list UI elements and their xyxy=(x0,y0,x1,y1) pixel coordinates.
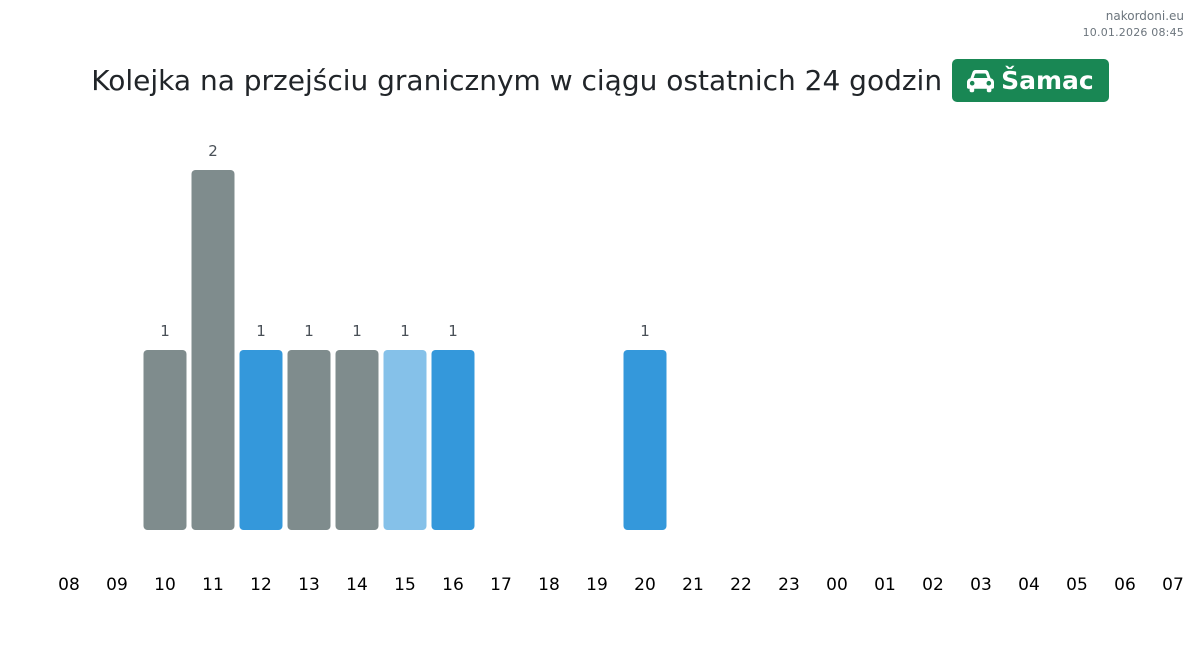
x-tick-label: 03 xyxy=(970,575,992,595)
x-tick-label: 09 xyxy=(106,575,128,595)
x-tick-label: 12 xyxy=(250,575,272,595)
x-tick-label: 16 xyxy=(442,575,464,595)
bar-20 xyxy=(623,350,667,530)
x-tick-label: 11 xyxy=(202,575,224,595)
x-tick-label: 20 xyxy=(634,575,656,595)
chart-title: Kolejka na przejściu granicznym w ciągu … xyxy=(91,64,943,97)
car-icon xyxy=(967,69,995,92)
data-label: 1 xyxy=(640,322,650,340)
data-label: 1 xyxy=(256,322,266,340)
data-label: 1 xyxy=(400,322,410,340)
x-tick-label: 14 xyxy=(346,575,368,595)
data-label: 1 xyxy=(304,322,314,340)
bar-10 xyxy=(143,350,187,530)
badge-label: Šamac xyxy=(1001,66,1094,95)
x-tick-label: 06 xyxy=(1114,575,1136,595)
chart-header: Kolejka na przejściu granicznym w ciągu … xyxy=(0,59,1200,102)
x-tick-label: 10 xyxy=(154,575,176,595)
x-tick-label: 04 xyxy=(1018,575,1040,595)
x-tick-label: 23 xyxy=(778,575,800,595)
x-tick-label: 08 xyxy=(58,575,80,595)
x-tick-label: 05 xyxy=(1066,575,1088,595)
x-tick-label: 17 xyxy=(490,575,512,595)
x-tick-label: 22 xyxy=(730,575,752,595)
bar-16 xyxy=(431,350,475,530)
x-tick-label: 18 xyxy=(538,575,560,595)
data-label: 1 xyxy=(352,322,362,340)
bar-14 xyxy=(335,350,379,530)
x-tick-label: 15 xyxy=(394,575,416,595)
bar-13 xyxy=(287,350,331,530)
x-tick-label: 19 xyxy=(586,575,608,595)
x-tick-label: 07 xyxy=(1162,575,1184,595)
bar-15 xyxy=(383,350,427,530)
timestamp: 10.01.2026 08:45 xyxy=(1082,26,1184,39)
bar-12 xyxy=(239,350,283,530)
data-label: 1 xyxy=(448,322,458,340)
crossing-badge: Šamac xyxy=(952,59,1109,102)
data-label: 2 xyxy=(208,142,218,160)
x-tick-label: 02 xyxy=(922,575,944,595)
x-tick-label: 13 xyxy=(298,575,320,595)
x-tick-label: 00 xyxy=(826,575,848,595)
bar-11 xyxy=(191,170,235,530)
x-tick-label: 01 xyxy=(874,575,896,595)
data-label: 1 xyxy=(160,322,170,340)
x-tick-label: 21 xyxy=(682,575,704,595)
site-name: nakordoni.eu xyxy=(1105,9,1184,23)
